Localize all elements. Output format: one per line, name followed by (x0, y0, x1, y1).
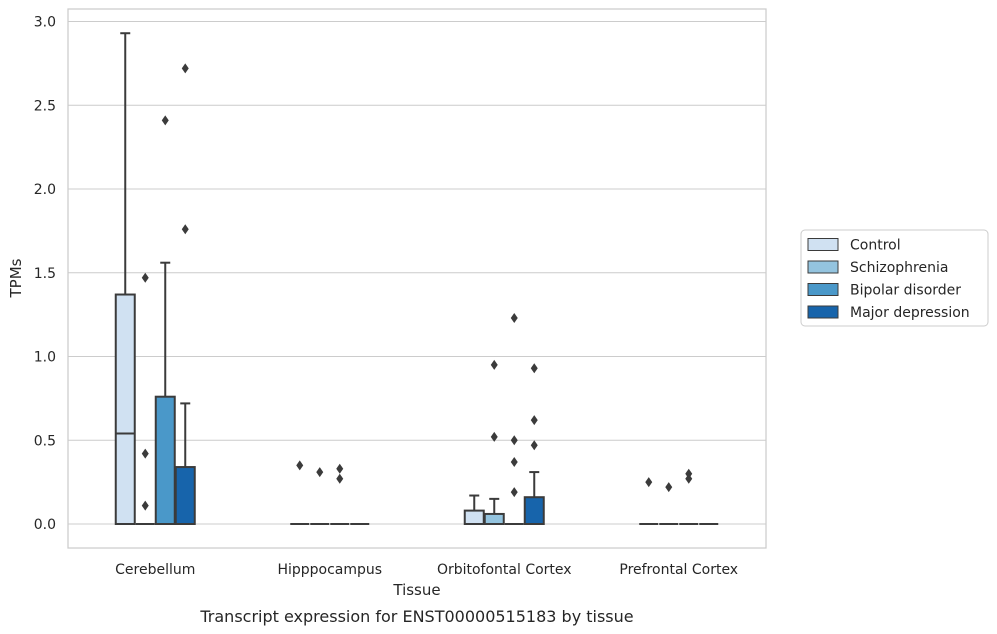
outlier-point (336, 463, 344, 474)
y-axis-label: TPMs (7, 258, 25, 298)
outlier-point (141, 272, 149, 283)
box-bipolar-disorder (679, 468, 699, 525)
y-tick-label: 0.5 (34, 433, 56, 449)
box-schizophrenia (135, 272, 155, 525)
x-tick-label: Orbitofontal Cortex (437, 562, 572, 578)
legend-label: Schizophrenia (850, 260, 948, 276)
y-tick-label: 1.5 (34, 266, 56, 282)
outlier-point (181, 224, 189, 235)
outlier-point (490, 359, 498, 370)
box-body (154, 395, 176, 526)
x-tick-labels: Cerebellum Hipppocampus Orbitofontal Corte… (115, 562, 738, 578)
outlier-point (181, 63, 189, 74)
legend-swatch (807, 238, 839, 251)
box-schizophrenia (310, 467, 330, 525)
y-tick-label: 2.5 (34, 98, 56, 114)
legend-label: Major depression (850, 305, 970, 321)
outlier-point (141, 448, 149, 459)
outlier-point (685, 473, 693, 484)
outlier-point (530, 415, 538, 426)
outlier-point (510, 312, 518, 323)
outlier-point (510, 435, 518, 446)
box-schizophrenia (659, 482, 679, 525)
boxes (114, 32, 719, 526)
outlier-point (336, 473, 344, 484)
box-body (174, 466, 196, 525)
legend-frame (800, 229, 989, 327)
box-body (483, 512, 505, 526)
box-body (114, 293, 136, 525)
y-tick-labels: 0.0 0.5 1.0 1.5 2.0 2.5 3.0 (34, 15, 56, 534)
box-schizophrenia (483, 359, 505, 526)
box-bipolar-disorder (504, 312, 524, 525)
box-body (523, 496, 545, 526)
outlier-point (685, 468, 693, 479)
outlier-point (510, 487, 518, 498)
legend: Control Schizophrenia Bipolar disorder Majo… (800, 229, 989, 327)
x-tick-label: Prefrontal Cortex (619, 562, 738, 578)
y-tick-label: 2.0 (34, 182, 56, 198)
y-tick-label: 1.0 (34, 350, 56, 366)
outlier-point (490, 431, 498, 442)
y-tick-label: 0.0 (34, 517, 56, 533)
box-bipolar-disorder (330, 463, 350, 525)
outlier-point (530, 363, 538, 374)
legend-swatch (807, 260, 839, 274)
box-control (290, 460, 310, 525)
outlier-point (141, 500, 149, 511)
legend-label: Control (850, 238, 901, 254)
box-control (114, 32, 136, 525)
legend-swatch (807, 283, 839, 296)
x-tick-label: Cerebellum (115, 562, 195, 578)
box-control (639, 477, 659, 525)
outlier-point (296, 460, 304, 471)
legend-swatch (807, 305, 839, 319)
legend-label: Bipolar disorder (850, 283, 961, 299)
box-major-depression (174, 63, 196, 525)
outlier-point (665, 482, 673, 493)
chart-caption: Transcript expression for ENST0000051518… (199, 607, 633, 626)
outlier-point (316, 467, 324, 478)
outlier-point (530, 440, 538, 451)
plot-frame (67, 8, 767, 549)
y-tick-label: 3.0 (34, 15, 56, 31)
outlier-point (161, 115, 169, 126)
x-tick-label: Hipppocampus (277, 562, 382, 578)
outlier-point (510, 457, 518, 468)
box-major-depression (523, 363, 545, 526)
x-axis-label: Tissue (392, 581, 440, 599)
outlier-point (645, 477, 653, 488)
box-bipolar-disorder (154, 115, 176, 526)
box-body (463, 509, 485, 526)
